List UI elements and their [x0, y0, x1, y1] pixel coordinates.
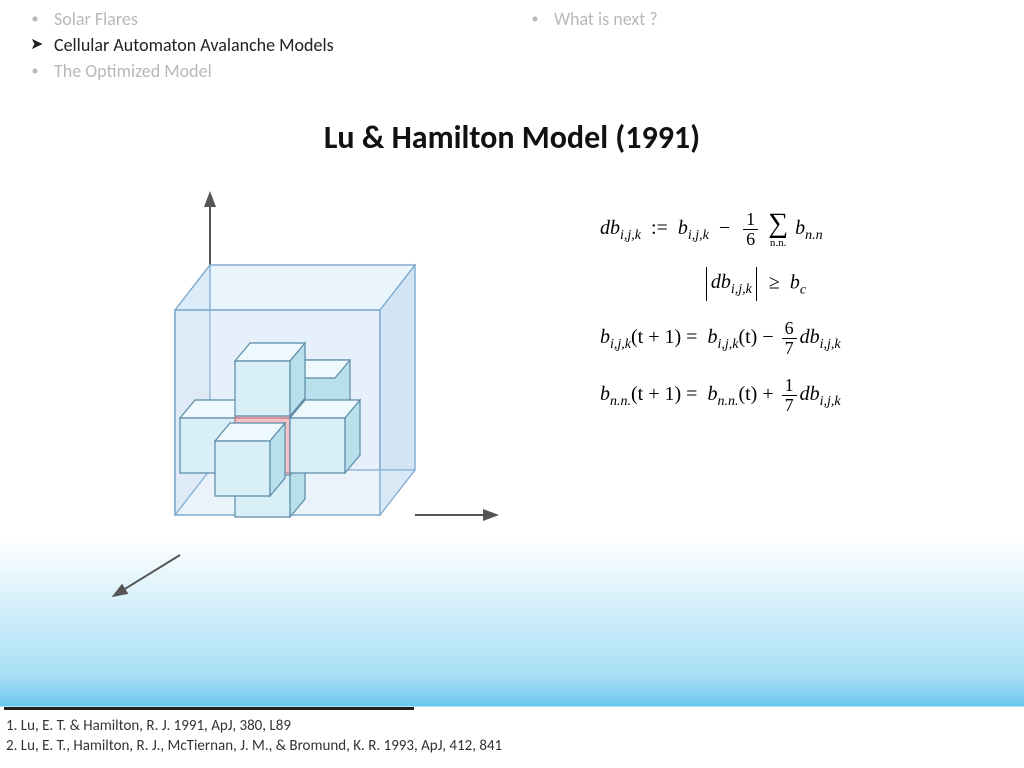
eq-sub: n.n.	[610, 394, 631, 409]
axis-y	[115, 555, 180, 595]
eq-sub: n.n	[805, 228, 823, 243]
eq-sub: i,j,k	[731, 282, 752, 297]
eq-var: b	[707, 326, 717, 348]
equation-1: dbi,j,k := bi,j,k − 16 ∑n.n. bn.n	[600, 210, 970, 249]
equation-2: dbi,j,k ≥ bc	[600, 267, 970, 301]
eq-sub: n.n.	[717, 394, 738, 409]
eq-var: db	[600, 217, 620, 239]
eq-frac-num: 1	[743, 210, 758, 230]
nav-item-solar-flares[interactable]: • Solar Flares	[30, 6, 334, 32]
footnote-divider	[4, 707, 414, 710]
eq-text: (t + 1) =	[631, 326, 697, 348]
eq-frac-num: 6	[782, 319, 797, 339]
eq-frac-den: 6	[743, 230, 758, 249]
equation-4: bn.n.(t + 1) = bn.n.(t) + 17dbi,j,k	[600, 376, 970, 415]
cube-top	[235, 343, 305, 416]
eq-var: b	[790, 272, 800, 294]
cube-svg	[100, 195, 500, 635]
eq-var: b	[795, 217, 805, 239]
sum-icon: ∑n.n.	[768, 210, 788, 249]
nav-item-cellular-automaton[interactable]: ➤ Cellular Automaton Avalanche Models	[30, 32, 334, 58]
eq-var: db	[800, 383, 820, 405]
eq-sub: i,j,k	[610, 337, 631, 352]
eq-text: (t + 1) =	[631, 383, 697, 405]
page-title: Lu & Hamilton Model (1991)	[0, 118, 1024, 157]
equations-block: dbi,j,k := bi,j,k − 16 ∑n.n. bn.n dbi,j,…	[600, 210, 970, 433]
eq-sub: i,j,k	[688, 228, 709, 243]
eq-sub: c	[800, 283, 806, 298]
nav-label: Cellular Automaton Avalanche Models	[54, 32, 334, 58]
eq-var: b	[678, 217, 688, 239]
eq-sub: i,j,k	[820, 337, 841, 352]
bullet-dot-icon: •	[530, 14, 540, 24]
eq-text: (t) +	[738, 383, 773, 405]
footnotes: 1. Lu, E. T. & Hamilton, R. J. 1991, ApJ…	[6, 716, 502, 757]
eq-sub: i,j,k	[820, 394, 841, 409]
equation-3: bi,j,k(t + 1) = bi,j,k(t) − 67dbi,j,k	[600, 319, 970, 358]
eq-var: db	[711, 271, 731, 293]
eq-sub: i,j,k	[620, 228, 641, 243]
eq-text: (t) −	[738, 326, 773, 348]
eq-var: b	[707, 383, 717, 405]
nav-label: The Optimized Model	[54, 58, 212, 84]
nav-item-whats-next[interactable]: • What is next ?	[530, 6, 658, 32]
footnote-2: 2. Lu, E. T., Hamilton, R. J., McTiernan…	[6, 736, 502, 756]
eq-sum-under: n.n.	[768, 238, 788, 249]
cube-front	[215, 423, 285, 496]
arrow-right-icon: ➤	[30, 32, 40, 58]
nav-label: Solar Flares	[54, 6, 138, 32]
eq-sub: i,j,k	[717, 337, 738, 352]
bullet-dot-icon: •	[30, 66, 40, 76]
eq-frac-num: 1	[782, 376, 797, 396]
lattice-diagram	[100, 195, 500, 615]
eq-var: db	[800, 326, 820, 348]
nav-item-optimized-model[interactable]: • The Optimized Model	[30, 58, 334, 84]
footnote-1: 1. Lu, E. T. & Hamilton, R. J. 1991, ApJ…	[6, 716, 502, 736]
cube-right	[290, 400, 360, 473]
eq-var: b	[600, 383, 610, 405]
eq-frac-den: 7	[782, 339, 797, 358]
eq-var: b	[600, 326, 610, 348]
bullet-dot-icon: •	[30, 14, 40, 24]
eq-frac-den: 7	[782, 396, 797, 415]
nav-label: What is next ?	[554, 6, 658, 32]
